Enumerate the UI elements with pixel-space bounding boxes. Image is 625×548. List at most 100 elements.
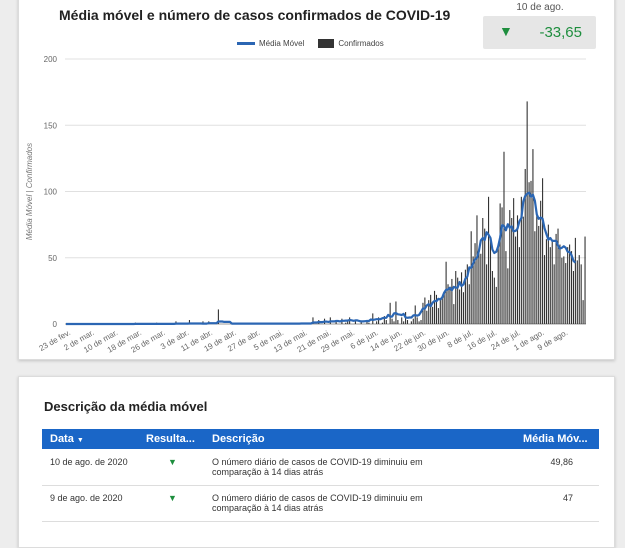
bar — [536, 211, 538, 324]
bar — [453, 304, 455, 324]
bar — [543, 255, 546, 324]
bar — [345, 322, 347, 324]
bar — [491, 271, 493, 324]
bar — [460, 272, 463, 324]
down-triangle-icon: ▼ — [168, 493, 177, 503]
bar — [441, 297, 443, 324]
bar — [397, 320, 399, 324]
bar — [530, 180, 532, 324]
bar — [511, 218, 513, 324]
bar — [524, 168, 526, 324]
bar — [464, 269, 466, 324]
bar — [574, 237, 576, 324]
bar — [499, 203, 501, 324]
chart-card: Média móvel e número de casos confirmado… — [18, 0, 615, 360]
bar — [538, 225, 540, 324]
bar — [422, 302, 424, 324]
down-triangle-icon: ▼ — [499, 23, 513, 39]
kpi-date: 10 de ago. — [516, 2, 564, 13]
bar — [518, 247, 520, 324]
bar — [403, 321, 405, 324]
bar — [528, 182, 530, 324]
bar — [493, 277, 495, 324]
cell-avg: 49,86 — [550, 457, 573, 467]
bar — [478, 251, 480, 324]
moving-average-line — [66, 191, 577, 326]
column-header-result[interactable]: Resulta... — [146, 433, 195, 445]
legend-line-label[interactable]: Média Móvel — [259, 39, 305, 48]
bar — [572, 271, 575, 324]
bar — [451, 278, 453, 324]
bar — [570, 251, 573, 324]
column-header-avg[interactable]: Média Móv... — [523, 433, 588, 445]
bar — [428, 300, 430, 324]
bar — [582, 300, 584, 324]
cell-description: O número diário de casos de COVID-19 dim… — [212, 457, 423, 477]
bar — [432, 306, 434, 324]
bar — [372, 313, 374, 324]
bar — [516, 215, 519, 324]
bar — [484, 228, 486, 324]
bar — [542, 178, 544, 324]
bar — [416, 317, 418, 324]
bar — [580, 264, 582, 324]
table-row[interactable]: 9 de ago. de 2020 ▼ O número diário de c… — [42, 487, 599, 522]
bar — [488, 196, 490, 324]
bar — [474, 243, 476, 324]
bar — [449, 286, 451, 324]
bar — [476, 215, 478, 324]
bar — [447, 284, 449, 324]
legend-bar-label[interactable]: Confirmados — [338, 39, 384, 48]
bar — [354, 320, 356, 324]
bar — [443, 293, 445, 324]
bar — [534, 231, 536, 324]
cell-date: 10 de ago. de 2020 — [50, 457, 128, 467]
chart-legend: Média Móvel Confirmados — [237, 39, 384, 48]
bar — [376, 321, 378, 324]
bar — [497, 244, 499, 324]
cell-date: 9 de ago. de 2020 — [50, 493, 123, 503]
bar — [553, 264, 555, 324]
bar — [385, 320, 387, 324]
kpi-scorecard[interactable]: ▼ -33,65 — [483, 16, 596, 49]
bar — [391, 318, 393, 324]
table-row[interactable]: 10 de ago. de 2020 ▼ O número diário de … — [42, 451, 599, 486]
sort-desc-icon: ▼ — [76, 437, 84, 444]
bar — [547, 224, 549, 324]
bar — [435, 294, 438, 324]
down-triangle-icon: ▼ — [168, 457, 177, 467]
column-header-date[interactable]: Data ▼ — [50, 433, 84, 445]
bar — [565, 263, 567, 324]
bar — [466, 264, 468, 324]
bar — [418, 321, 420, 324]
bar — [457, 277, 459, 324]
bar — [188, 320, 191, 324]
y-tick-label: 200 — [44, 55, 58, 64]
y-axis-label: Média Móvel | Confirmados — [25, 143, 34, 240]
bar — [559, 244, 561, 324]
column-header-description[interactable]: Descrição — [212, 433, 265, 445]
bar — [389, 302, 391, 324]
bar — [455, 271, 457, 324]
bar — [555, 233, 557, 324]
bar — [401, 317, 403, 324]
bar — [540, 200, 542, 324]
bar — [551, 241, 553, 324]
kpi-value: -33,65 — [539, 24, 582, 41]
bar — [489, 236, 492, 324]
bar — [578, 255, 580, 324]
y-tick-label: 0 — [53, 320, 58, 329]
bar — [459, 289, 461, 324]
bar — [393, 321, 395, 324]
bar — [347, 321, 349, 324]
bar — [486, 264, 488, 324]
bar — [410, 321, 412, 324]
bar — [468, 284, 470, 324]
bar — [584, 236, 586, 324]
bar — [532, 149, 534, 324]
bar — [433, 290, 436, 324]
bar — [503, 151, 505, 324]
bar — [217, 309, 219, 324]
bar — [557, 228, 559, 324]
